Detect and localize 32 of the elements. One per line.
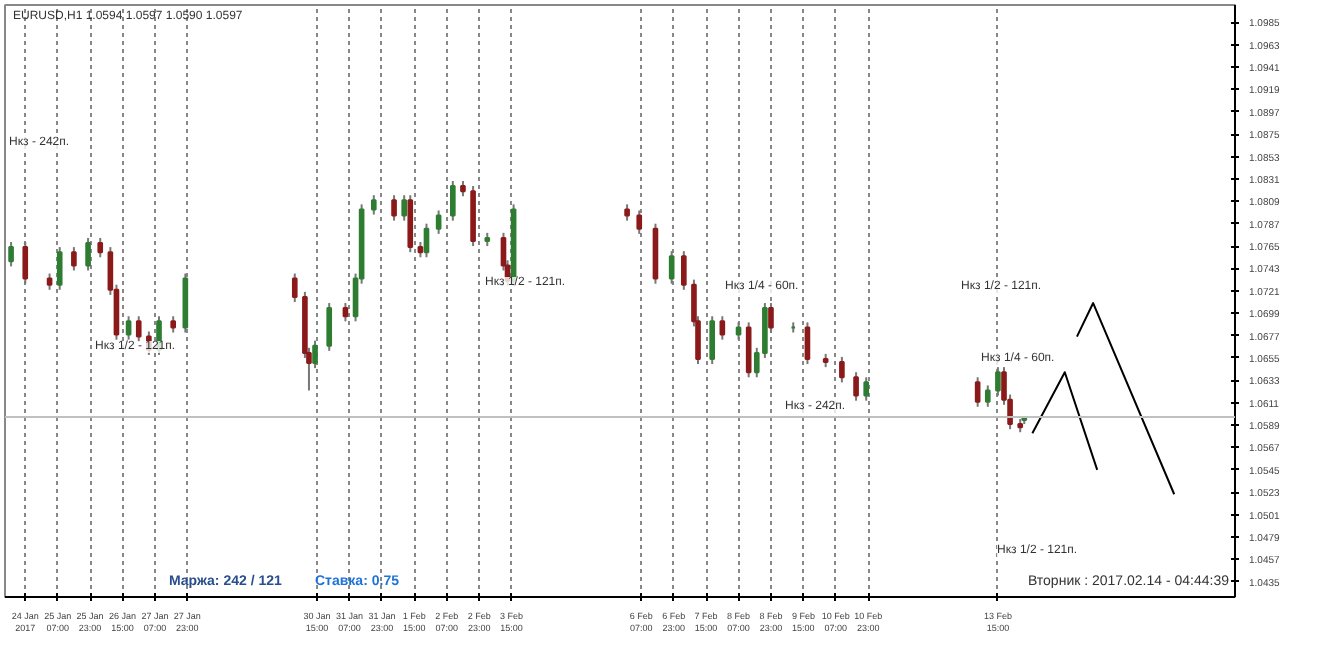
- candlestick: [71, 246, 77, 272]
- candlestick: [768, 302, 774, 334]
- candlestick: [423, 222, 430, 259]
- candlestick: [22, 241, 29, 285]
- candlestick: [56, 246, 63, 291]
- candlestick: [863, 376, 870, 402]
- candlestick: [974, 376, 981, 408]
- candlestick: [745, 321, 752, 379]
- candlestick: [135, 315, 142, 343]
- candlestick: [407, 194, 414, 254]
- candlestick: [984, 384, 991, 408]
- candlestick: [839, 355, 845, 384]
- candlestick: [995, 366, 1001, 397]
- candlestick: [681, 250, 687, 291]
- candlestick: [719, 315, 726, 341]
- candlestick: [853, 371, 859, 402]
- candlestick: [97, 236, 104, 259]
- candlestick: [636, 209, 643, 235]
- candlestick: [85, 236, 91, 272]
- candlestick: [401, 194, 408, 222]
- candlestick: [125, 315, 132, 341]
- candlestick: [804, 321, 811, 366]
- candlestick: [435, 209, 442, 235]
- candlestick: [291, 272, 298, 304]
- candlestick: [391, 194, 397, 222]
- candlestick: [450, 179, 456, 222]
- candlestick: [342, 302, 349, 323]
- candlestick: [709, 315, 716, 366]
- candlestick: [326, 302, 333, 352]
- candlestick: [8, 241, 14, 268]
- candlestick: [668, 250, 675, 285]
- candlestick: [370, 194, 377, 216]
